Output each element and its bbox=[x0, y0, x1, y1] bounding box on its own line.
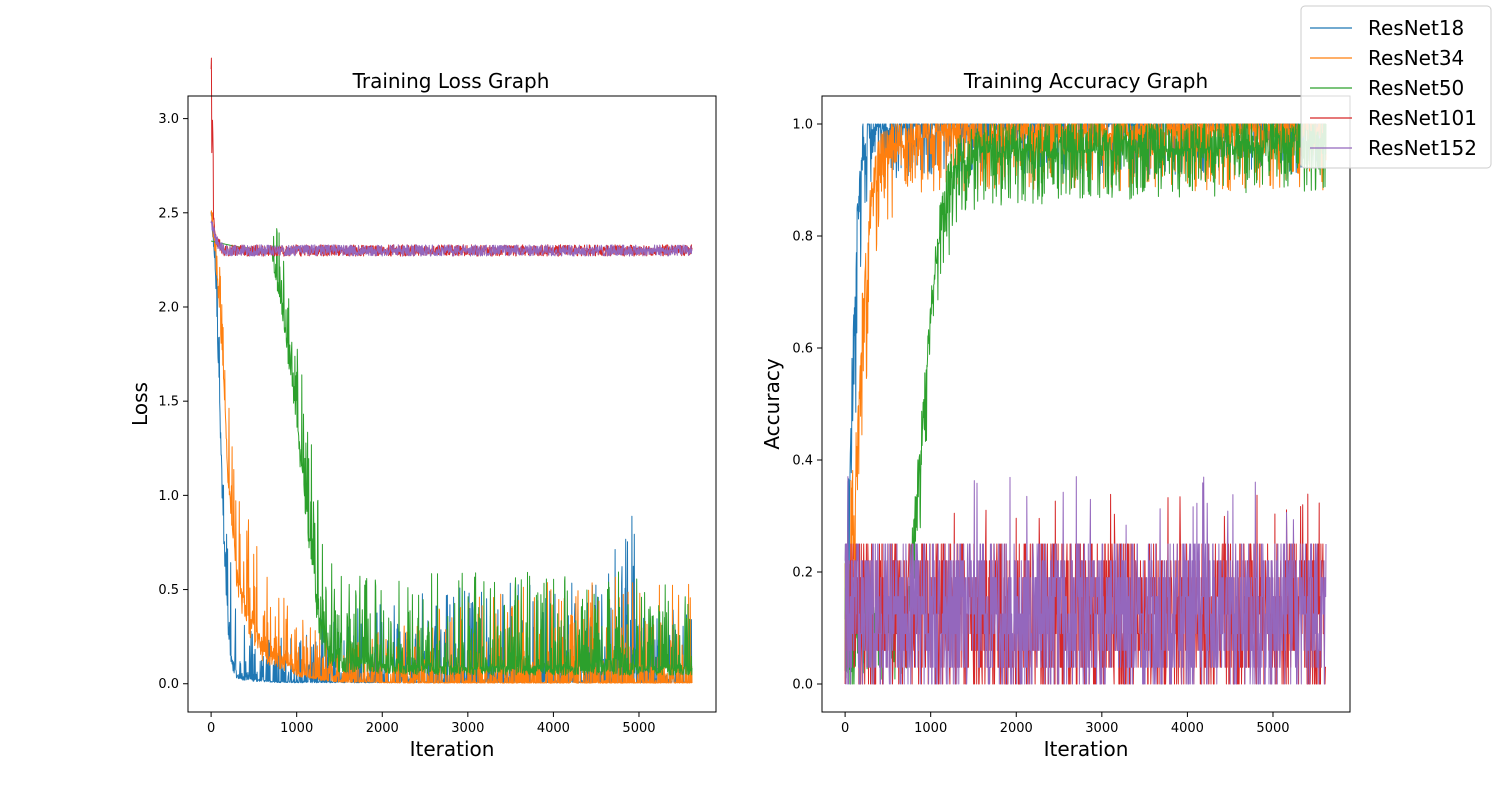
series-line-resnet34 bbox=[210, 210, 693, 684]
series-line-resnet50 bbox=[844, 123, 1327, 685]
accuracy-plot-area bbox=[844, 123, 1327, 685]
legend-entries: ResNet18 ResNet34 ResNet50 ResNet101 ResNet1… bbox=[1310, 16, 1477, 160]
loss-chart-title: Training Loss Graph bbox=[352, 69, 550, 93]
y-tick-label: 0.6 bbox=[792, 342, 813, 357]
y-tick-label: 0.5 bbox=[158, 583, 179, 598]
legend-box bbox=[1300, 5, 1492, 169]
loss-x-axis-label: Iteration bbox=[410, 737, 495, 761]
y-tick-label: 1.0 bbox=[158, 489, 179, 504]
series-line-resnet152 bbox=[844, 476, 1327, 685]
loss-y-axis-label: Loss bbox=[128, 382, 152, 426]
y-tick-label: 0.2 bbox=[792, 566, 813, 581]
accuracy-chart: Training Accuracy Graph 0 1000 2000 3000 400… bbox=[760, 69, 1351, 761]
legend-label-resnet50: ResNet50 bbox=[1368, 76, 1464, 100]
y-tick-label: 1.0 bbox=[792, 118, 813, 133]
y-tick-label: 0.0 bbox=[158, 677, 179, 692]
accuracy-y-ticks: 0.0 0.2 0.4 0.6 0.8 1.0 bbox=[792, 118, 822, 693]
series-line-resnet152 bbox=[210, 220, 693, 257]
x-tick-label: 1000 bbox=[280, 721, 313, 736]
x-tick-label: 5000 bbox=[622, 721, 655, 736]
x-tick-label: 2000 bbox=[366, 721, 399, 736]
loss-plot-area bbox=[210, 57, 693, 684]
x-tick-label: 1000 bbox=[914, 721, 947, 736]
x-tick-label: 2000 bbox=[1000, 721, 1033, 736]
y-tick-label: 1.5 bbox=[158, 395, 179, 410]
accuracy-y-axis-label: Accuracy bbox=[760, 358, 784, 449]
x-tick-label: 5000 bbox=[1256, 721, 1289, 736]
x-tick-label: 3000 bbox=[1085, 721, 1118, 736]
x-tick-label: 3000 bbox=[451, 721, 484, 736]
legend-label-resnet18: ResNet18 bbox=[1368, 16, 1464, 40]
y-tick-label: 0.0 bbox=[792, 678, 813, 693]
y-tick-label: 0.4 bbox=[792, 454, 813, 469]
y-tick-label: 2.5 bbox=[158, 206, 179, 221]
legend-label-resnet34: ResNet34 bbox=[1368, 46, 1464, 70]
y-tick-label: 3.0 bbox=[158, 112, 179, 127]
legend-label-resnet101: ResNet101 bbox=[1368, 106, 1477, 130]
loss-x-ticks: 0 1000 2000 3000 4000 5000 bbox=[207, 712, 656, 736]
y-tick-label: 2.0 bbox=[158, 300, 179, 315]
y-tick-label: 0.8 bbox=[792, 230, 813, 245]
legend-label-resnet152: ResNet152 bbox=[1368, 136, 1477, 160]
accuracy-axes-frame bbox=[821, 95, 1351, 713]
series-line-resnet50 bbox=[210, 228, 693, 676]
x-tick-label: 4000 bbox=[1171, 721, 1204, 736]
accuracy-x-ticks: 0 1000 2000 3000 4000 5000 bbox=[841, 712, 1290, 736]
accuracy-x-axis-label: Iteration bbox=[1044, 737, 1129, 761]
x-tick-label: 0 bbox=[207, 721, 215, 736]
loss-axes-frame bbox=[187, 95, 717, 713]
accuracy-chart-title: Training Accuracy Graph bbox=[963, 69, 1208, 93]
legend: ResNet18 ResNet34 ResNet50 ResNet101 ResNet1… bbox=[1300, 5, 1492, 169]
loss-y-ticks: 0.0 0.5 1.0 1.5 2.0 2.5 3.0 bbox=[158, 112, 188, 692]
loss-chart: Training Loss Graph 0 1000 2000 3000 4000 500… bbox=[128, 57, 717, 761]
x-tick-label: 0 bbox=[841, 721, 849, 736]
x-tick-label: 4000 bbox=[537, 721, 570, 736]
